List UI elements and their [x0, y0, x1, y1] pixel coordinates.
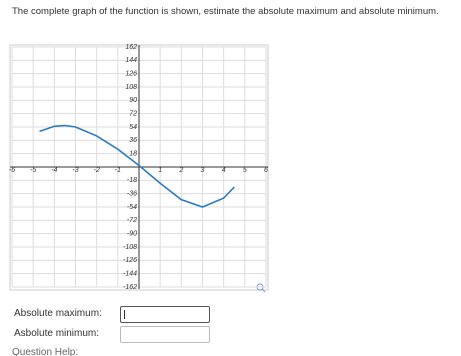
max-input[interactable] — [120, 306, 210, 323]
x-tick-label: -5 — [30, 167, 36, 174]
y-tick-label: -126 — [123, 257, 137, 264]
x-tick-label: -1 — [115, 167, 121, 174]
x-tick-label: 2 — [178, 167, 183, 174]
y-tick-label: -54 — [127, 204, 137, 211]
graph: -6 -5 -4 -3 -2 -1 1 2 3 4 5 6 -162 -144 -126 -108 -90 -72… — [9, 44, 269, 293]
y-tick-label: 162 — [125, 44, 137, 51]
min-input[interactable] — [120, 326, 210, 343]
y-tick-label: 36 — [129, 137, 137, 144]
y-tick-label: 54 — [129, 124, 137, 131]
question: The complete graph of the function is sh… — [12, 6, 439, 17]
x-tick-label: 5 — [243, 167, 247, 174]
y-tick-label: 18 — [129, 151, 137, 158]
zoom-icon-handle — [261, 288, 266, 293]
x-tick-label: -3 — [72, 167, 78, 174]
x-tick-label: -4 — [51, 167, 57, 174]
help-link[interactable]: Question Help: — [12, 347, 79, 356]
y-tick-label: 108 — [125, 84, 137, 91]
x-tick-label: 3 — [201, 167, 205, 174]
y-tick-label: -90 — [127, 231, 137, 238]
y-tick-label: -72 — [127, 217, 137, 224]
x-tick-label: 4 — [222, 167, 226, 174]
y-tick-label: -36 — [127, 191, 137, 198]
y-tick-label: 90 — [129, 97, 137, 104]
function-curve — [39, 124, 235, 208]
y-tick-label: 126 — [125, 71, 137, 78]
max-label: Absolute maximum: — [14, 308, 102, 319]
y-tick-label: -144 — [123, 271, 137, 278]
y-tick-label: -162 — [123, 284, 137, 291]
x-tick-label: -2 — [94, 167, 100, 174]
y-tick-label: 144 — [125, 57, 137, 64]
y-tick-label: -108 — [123, 244, 137, 251]
min-label: Asbolute minimum: — [14, 328, 100, 339]
x-tick-label: 1 — [158, 167, 162, 174]
y-tick-label: 72 — [129, 111, 137, 118]
x-tick-label: 6 — [264, 167, 268, 174]
x-tick-label: -6 — [9, 167, 15, 174]
y-tick-label: -18 — [127, 177, 137, 184]
